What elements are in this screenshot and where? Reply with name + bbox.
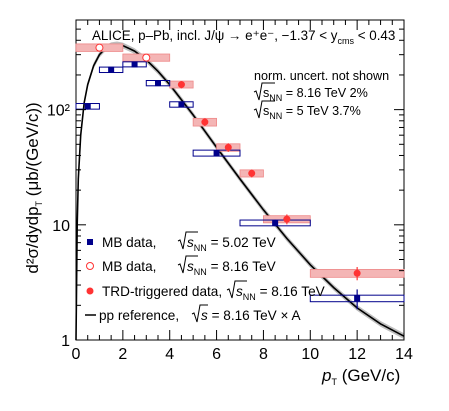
sqrt-sign [253,100,275,119]
svg-text:sNN = 5.02 TeV: sNN = 5.02 TeV [187,235,276,253]
data-point-square [155,80,161,87]
legend-entry-mb-502: MB data, sNN = 5.02 TeV [87,231,276,253]
data-point-square [178,101,185,108]
legend-entry-mb-816: MB data, sNN = 8.16 TeV [86,255,276,277]
x-tick-label: 8 [259,346,268,363]
data-layer [75,43,405,310]
y-axis-title: d²σ/dydpT (μb/(GeV/c)) [23,102,44,273]
legend-entry-trd: TRD-triggered data, sNN = 8.16 TeV [86,280,325,302]
pp-reference-curve [75,43,405,341]
note-8tev: sNN = 8.16 TeV 2% [253,82,368,103]
data-point-filled-circle [177,81,185,89]
legend: MB data, sNN = 5.02 TeV MB data, sNN = 8… [85,231,325,323]
svg-text:TRD-triggered data,: TRD-triggered data, [102,284,222,299]
svg-text:MB data,: MB data, [102,259,156,274]
legend-marker-open-circle [86,262,94,270]
x-tick-label: 0 [72,346,81,363]
sqrt-sign [191,304,208,323]
svg-text:s = 8.16 TeV × A: s = 8.16 TeV × A [201,308,301,323]
chart-title: ALICE, p–Pb, incl. J/ψ → e⁺e⁻, −1.37 < y… [92,28,395,46]
sqrt-sign [226,280,247,299]
data-point-square [84,103,91,110]
data-point-square [272,219,279,226]
x-tick-label: 6 [212,346,221,363]
svg-text:pp reference,: pp reference, [99,308,179,323]
data-point-filled-circle [283,215,291,223]
x-axis-title: pT (GeV/c) [321,366,400,387]
x-tick-label: 12 [348,346,366,363]
svg-text:sNN = 5 TeV 3.7%: sNN = 5 TeV 3.7% [263,104,361,121]
sqrt-sign [177,231,198,250]
data-point-open-circle [142,53,151,62]
svg-text:sNN = 8.16 TeV: sNN = 8.16 TeV [187,259,276,277]
sqrt-sign [177,255,198,274]
axis-tick-labels: 0 2 4 6 8 10 12 14 1 10 10² [47,103,413,363]
x-tick-label: 4 [165,346,174,363]
svg-text:sNN = 8.16 TeV: sNN = 8.16 TeV [236,284,325,302]
x-tick-label: 10 [301,346,319,363]
data-point-square [354,295,361,302]
note-norm-uncert: norm. uncert. not shown [254,69,389,83]
y-tick-label: 10 [52,218,70,235]
sqrt-variable: s [263,86,269,100]
sqrt-variable: s [263,104,269,118]
data-point-square [131,61,138,68]
x-tick-label: 14 [395,346,413,363]
pp-reference-band [75,41,405,343]
svg-text:sNN = 8.16 TeV 2%: sNN = 8.16 TeV 2% [263,86,368,103]
data-point-square [213,150,220,157]
data-point-open-circle [95,43,104,52]
x-tick-label: 2 [118,346,127,363]
data-point-filled-circle [224,143,232,151]
note-5tev: sNN = 5 TeV 3.7% [253,100,361,121]
data-point-filled-circle [353,269,361,277]
y-tick-label: 1 [61,333,70,350]
svg-text:MB data,: MB data, [102,235,156,250]
legend-marker-square [87,239,93,245]
legend-entry-pp-reference: pp reference, s = 8.16 TeV × A [85,304,301,323]
axis-ticks [75,19,405,341]
data-point-square [108,66,115,73]
data-point-filled-circle [201,118,209,126]
data-point-filled-circle [248,169,256,177]
sqrt-sign [253,82,275,101]
legend-marker-filled-circle [86,287,94,295]
y-tick-label: 10² [47,103,71,120]
